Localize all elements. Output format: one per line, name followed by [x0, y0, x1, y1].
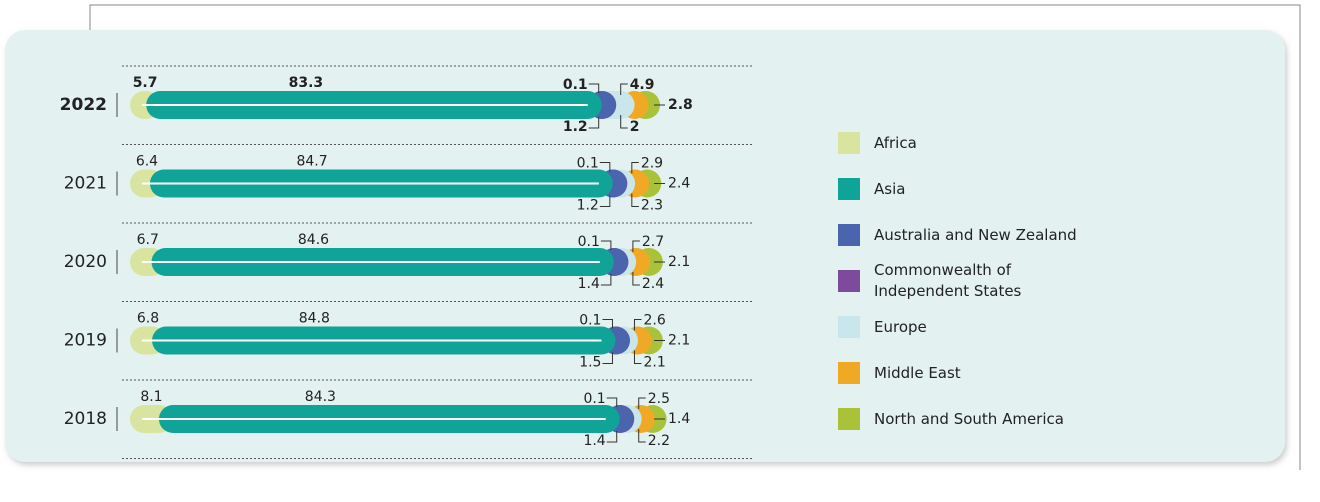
- legend-swatch: [838, 132, 860, 154]
- legend: Africa Asia Australia and New Zealand Commo…: [838, 120, 1077, 442]
- legend-item: North and South America: [838, 396, 1077, 442]
- value-label: 8.1: [140, 389, 162, 405]
- leader-line: [606, 431, 618, 443]
- leader-line: [638, 429, 646, 443]
- leader-line: [606, 397, 618, 407]
- value-label: 1.5: [579, 355, 601, 371]
- legend-label: Asia: [874, 180, 906, 198]
- value-label: 0.1: [578, 234, 600, 250]
- legend-label: Europe: [874, 318, 927, 336]
- leader-line: [638, 397, 646, 409]
- year-label: 2021: [64, 174, 107, 194]
- legend-swatch: [838, 224, 860, 246]
- value-label: 6.8: [137, 311, 159, 327]
- year-label: 2022: [60, 95, 107, 115]
- value-label: 84.7: [296, 154, 327, 170]
- legend-label: Australia and New Zealand: [874, 226, 1077, 244]
- legend-item: Asia: [838, 166, 1077, 212]
- value-label: 84.3: [305, 389, 336, 405]
- leader-line: [602, 352, 613, 364]
- value-label: 2.9: [641, 156, 663, 172]
- value-label: 84.8: [299, 311, 330, 327]
- legend-swatch: [838, 408, 860, 430]
- leader-line: [588, 83, 600, 93]
- legend-label: Africa: [874, 134, 917, 152]
- value-label: 6.7: [137, 232, 159, 248]
- year-label: 2020: [64, 252, 107, 272]
- leader-line: [632, 272, 640, 286]
- value-label: 2.3: [641, 198, 663, 214]
- leader-line: [633, 350, 642, 364]
- value-label: 1.2: [577, 198, 599, 214]
- value-label: 2.2: [648, 433, 670, 449]
- value-label: 0.1: [579, 313, 601, 329]
- year-label: 2018: [64, 409, 107, 429]
- value-label: 2.1: [668, 254, 690, 270]
- value-label: 2.4: [642, 276, 664, 292]
- value-label: 0.1: [583, 391, 605, 407]
- value-label: 83.3: [289, 75, 324, 91]
- value-label: 2.4: [668, 176, 690, 192]
- legend-swatch: [838, 178, 860, 200]
- value-label: 1.2: [563, 119, 588, 135]
- legend-label: Middle East: [874, 364, 961, 382]
- legend-item: Europe: [838, 304, 1077, 350]
- legend-label: North and South America: [874, 410, 1064, 428]
- leader-line: [599, 195, 611, 207]
- legend-item: Commonwealth of Independent States: [838, 258, 1077, 304]
- value-label: 2.1: [643, 355, 665, 371]
- value-label: 2.5: [648, 391, 670, 407]
- value-label: 2.6: [643, 313, 665, 329]
- legend-swatch: [838, 270, 860, 292]
- value-label: 0.1: [563, 77, 588, 93]
- value-label: 1.4: [578, 276, 600, 292]
- legend-swatch: [838, 316, 860, 338]
- leader-line: [632, 240, 640, 252]
- value-label: 4.9: [630, 77, 655, 93]
- leader-line: [588, 117, 600, 129]
- value-label: 2: [630, 119, 640, 135]
- value-label: 6.4: [136, 154, 158, 170]
- leader-line: [620, 83, 628, 95]
- legend-label: Commonwealth of Independent States: [874, 261, 1022, 300]
- value-label: 2.1: [668, 333, 690, 349]
- leader-line: [633, 319, 642, 331]
- leader-line: [631, 162, 639, 174]
- value-label: 2.7: [642, 234, 664, 250]
- leader-line: [602, 319, 613, 329]
- value-label: 2.8: [668, 97, 693, 113]
- leader-line: [631, 193, 639, 207]
- legend-item: Australia and New Zealand: [838, 212, 1077, 258]
- frame-line: [89, 4, 1301, 470]
- leader-line: [600, 274, 612, 286]
- value-label: 1.4: [668, 411, 690, 427]
- year-label: 2019: [64, 331, 107, 351]
- legend-swatch: [838, 362, 860, 384]
- legend-item: Africa: [838, 120, 1077, 166]
- leader-line: [600, 240, 612, 250]
- legend-item: Middle East: [838, 350, 1077, 396]
- value-label: 84.6: [298, 232, 329, 248]
- leader-line: [599, 162, 611, 172]
- value-label: 5.7: [133, 75, 158, 91]
- leader-line: [620, 115, 628, 129]
- value-label: 1.4: [583, 433, 605, 449]
- value-label: 0.1: [577, 156, 599, 172]
